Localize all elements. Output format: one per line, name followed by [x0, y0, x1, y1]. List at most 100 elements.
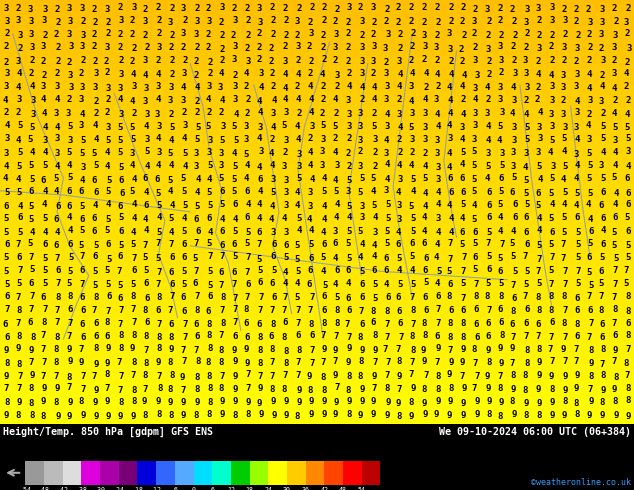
Text: 9: 9: [536, 398, 542, 408]
Text: 9: 9: [271, 411, 276, 420]
Text: 4: 4: [295, 279, 300, 288]
Text: 6: 6: [269, 332, 274, 341]
Text: 2: 2: [81, 17, 86, 25]
Text: 5: 5: [410, 214, 415, 223]
Text: 30: 30: [283, 488, 291, 490]
Text: 8: 8: [307, 386, 313, 395]
Text: 9: 9: [347, 344, 352, 353]
Text: 3: 3: [535, 148, 541, 157]
Text: 2: 2: [233, 71, 238, 80]
Text: 5: 5: [410, 227, 415, 236]
Text: 4: 4: [624, 109, 630, 119]
Text: 8: 8: [321, 386, 327, 395]
Text: 8: 8: [207, 384, 213, 392]
Text: 3: 3: [560, 71, 566, 80]
Text: 4: 4: [384, 136, 389, 145]
Text: 3: 3: [218, 83, 223, 92]
Text: 4: 4: [587, 70, 592, 79]
Text: 4: 4: [270, 123, 276, 132]
Text: 7: 7: [384, 371, 389, 380]
Text: 3: 3: [408, 82, 413, 91]
Text: 5: 5: [105, 187, 110, 196]
Text: 2: 2: [169, 71, 174, 79]
Text: 3: 3: [548, 110, 553, 119]
Text: 6: 6: [117, 294, 122, 303]
Text: 2: 2: [397, 135, 402, 145]
Text: 6: 6: [512, 294, 517, 303]
Text: 3: 3: [346, 187, 351, 196]
Text: 4: 4: [346, 82, 352, 91]
Text: 7: 7: [309, 345, 314, 355]
Text: 3: 3: [28, 5, 33, 14]
Text: 5: 5: [408, 123, 414, 132]
Text: 2: 2: [117, 43, 122, 52]
Text: 7: 7: [562, 306, 568, 315]
Text: 5: 5: [460, 147, 466, 157]
Text: 9: 9: [411, 385, 416, 393]
Text: 8: 8: [131, 331, 137, 340]
Text: 3: 3: [486, 149, 491, 158]
Text: 3: 3: [270, 228, 275, 237]
Text: 3: 3: [422, 109, 428, 118]
Text: 9: 9: [142, 397, 147, 406]
Text: 4: 4: [587, 215, 593, 223]
Text: 8: 8: [28, 385, 34, 393]
Text: 3: 3: [245, 57, 251, 66]
Text: 4: 4: [625, 162, 631, 171]
Text: 5: 5: [30, 265, 35, 274]
Text: 6: 6: [79, 293, 84, 302]
Text: 3: 3: [258, 69, 264, 77]
Text: 3: 3: [383, 44, 388, 53]
Text: 2: 2: [205, 4, 210, 13]
Text: 6: 6: [271, 294, 276, 302]
Text: 5: 5: [16, 162, 22, 171]
Text: 5: 5: [28, 215, 33, 223]
Text: 2: 2: [321, 31, 327, 40]
Text: 5: 5: [118, 241, 124, 250]
Text: 3: 3: [55, 134, 60, 143]
Text: 3: 3: [523, 55, 528, 65]
Text: 4: 4: [3, 97, 8, 105]
Text: 7: 7: [281, 306, 287, 315]
Text: 3: 3: [435, 163, 441, 172]
Text: 8: 8: [523, 411, 528, 420]
Text: 3: 3: [512, 136, 517, 145]
Text: 5: 5: [525, 200, 530, 209]
Text: 2: 2: [421, 55, 427, 64]
Bar: [268, 461, 287, 485]
Text: 6: 6: [131, 266, 137, 275]
Text: 2: 2: [169, 55, 175, 65]
Text: 2: 2: [537, 31, 542, 40]
Text: 4: 4: [129, 161, 134, 170]
Text: 5: 5: [321, 188, 327, 196]
Bar: [63, 461, 81, 485]
Text: 7: 7: [79, 252, 84, 261]
Text: 5: 5: [3, 253, 8, 262]
Text: 3: 3: [447, 29, 452, 38]
Text: 6: 6: [67, 305, 73, 314]
Text: 7: 7: [448, 346, 453, 355]
Text: 5: 5: [600, 134, 605, 143]
Text: 4: 4: [295, 189, 300, 197]
Text: 6: 6: [117, 252, 122, 261]
Text: 2: 2: [29, 69, 34, 78]
Text: 3: 3: [233, 95, 238, 104]
Text: 3: 3: [599, 97, 604, 106]
Text: 4: 4: [370, 187, 376, 196]
Text: 4: 4: [334, 213, 339, 222]
Text: 6: 6: [384, 266, 389, 274]
Text: 9: 9: [270, 397, 276, 406]
Text: 2: 2: [269, 70, 275, 78]
Text: 6: 6: [396, 293, 401, 302]
Text: 9: 9: [106, 344, 111, 353]
Text: 8: 8: [598, 306, 604, 315]
Text: 3: 3: [358, 122, 363, 131]
Text: 5: 5: [130, 280, 136, 289]
Text: 6: 6: [473, 320, 479, 329]
Text: 5: 5: [472, 162, 477, 171]
Text: 8: 8: [574, 319, 579, 329]
Text: 8: 8: [522, 371, 528, 380]
Text: 3: 3: [181, 29, 186, 38]
Text: 6: 6: [612, 331, 618, 341]
Text: 8: 8: [525, 359, 530, 368]
